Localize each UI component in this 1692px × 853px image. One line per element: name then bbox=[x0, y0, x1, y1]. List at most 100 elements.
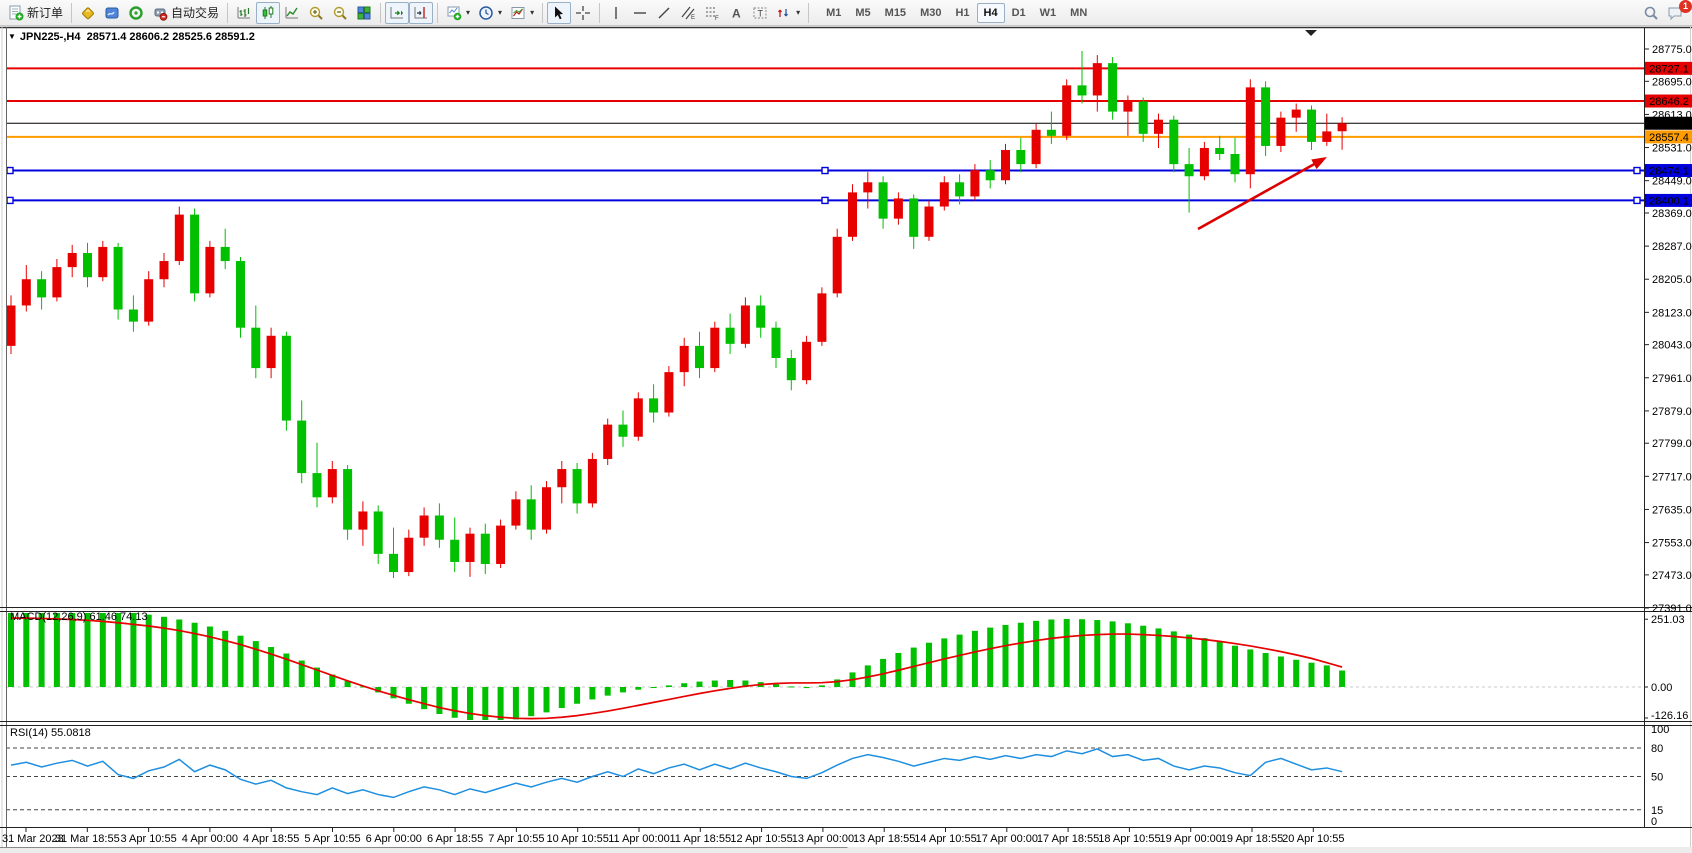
text-button[interactable]: A bbox=[724, 2, 748, 24]
periods-button[interactable]: ▾ bbox=[474, 2, 506, 24]
line-selection-handle[interactable] bbox=[6, 196, 14, 205]
time-axis[interactable] bbox=[25, 828, 1314, 832]
macd-histogram-bar bbox=[237, 635, 244, 687]
price-tick-label: 27391.0 bbox=[1652, 603, 1692, 615]
price-tick-label: 27473.0 bbox=[1652, 570, 1692, 582]
time-axis-label: 11 Apr 00:00 bbox=[608, 833, 670, 845]
macd-histogram-bar bbox=[84, 613, 91, 687]
autotrading-button[interactable]: 自动交易 bbox=[148, 2, 223, 24]
templates-button[interactable]: ▾ bbox=[506, 2, 538, 24]
candle-body bbox=[21, 279, 31, 306]
timeframe-button-mn[interactable]: MN bbox=[1070, 6, 1088, 19]
candle-body bbox=[496, 525, 506, 564]
arrows-button[interactable]: ▾ bbox=[772, 2, 804, 24]
trendline-button[interactable] bbox=[652, 2, 676, 24]
line-selection-handle[interactable] bbox=[1633, 166, 1641, 175]
chart-background bbox=[0, 26, 1692, 853]
price-tick-label: 27717.0 bbox=[1652, 471, 1692, 483]
timeframe-button-m5[interactable]: M5 bbox=[855, 6, 871, 19]
candle-body bbox=[710, 327, 720, 369]
candle-body bbox=[649, 398, 659, 413]
zoom-in-button[interactable] bbox=[304, 2, 328, 24]
time-axis-label: 12 Apr 10:55 bbox=[730, 833, 792, 845]
bar-chart-button[interactable] bbox=[232, 2, 256, 24]
candlestick-chart-button[interactable] bbox=[256, 1, 281, 24]
tile-windows-icon bbox=[357, 6, 371, 19]
timeframe-button-h1[interactable]: H1 bbox=[955, 6, 970, 19]
candle-body bbox=[664, 372, 674, 413]
macd-histogram-bar bbox=[512, 687, 519, 720]
autotrading-label: 自动交易 bbox=[171, 6, 220, 20]
terminal-button[interactable] bbox=[124, 2, 148, 24]
timeframe-button-h4[interactable]: H4 bbox=[976, 2, 1005, 23]
text-label-icon: T bbox=[753, 7, 767, 18]
market-watch-button[interactable] bbox=[76, 2, 100, 24]
trend-arrow[interactable] bbox=[1197, 159, 1321, 231]
candle-body bbox=[1001, 149, 1010, 181]
time-axis-label: 20 Apr 10:55 bbox=[1282, 833, 1344, 845]
candle-body bbox=[113, 246, 123, 310]
chart-shift-marker[interactable] bbox=[1305, 30, 1317, 36]
candle-body bbox=[771, 327, 781, 358]
navigator-button[interactable] bbox=[100, 2, 124, 24]
time-axis-label: 7 Apr 10:55 bbox=[488, 833, 544, 845]
search-button[interactable] bbox=[1639, 2, 1663, 24]
cursor-button[interactable] bbox=[547, 1, 572, 24]
line-selection-handle[interactable] bbox=[1633, 196, 1641, 205]
toolbar-separator bbox=[380, 2, 382, 23]
chart-shift-button[interactable] bbox=[409, 1, 434, 24]
horizontal-line-button[interactable] bbox=[628, 2, 652, 24]
price-tag-28727.1 bbox=[1645, 61, 1692, 75]
rsi-scale-label: 15 bbox=[1651, 805, 1663, 817]
chart-shift-icon bbox=[414, 6, 428, 18]
candle-body bbox=[848, 192, 857, 237]
tile-windows-button[interactable] bbox=[352, 2, 376, 24]
candle-body bbox=[939, 182, 949, 207]
indicators-button[interactable]: ▾ bbox=[442, 2, 474, 24]
line-selection-handle[interactable] bbox=[821, 196, 829, 205]
macd-histogram-bar bbox=[176, 619, 183, 687]
timeframe-button-m30[interactable]: M30 bbox=[920, 6, 942, 19]
timeframe-button-d1[interactable]: D1 bbox=[1011, 6, 1026, 19]
line-chart-button[interactable] bbox=[280, 2, 304, 24]
macd-histogram-bar bbox=[742, 680, 749, 687]
candle-body bbox=[1276, 117, 1286, 146]
line-selection-handle[interactable] bbox=[821, 166, 829, 175]
zoom-out-button[interactable] bbox=[328, 2, 352, 24]
candle-body bbox=[1031, 129, 1041, 165]
macd-histogram-bar bbox=[1277, 656, 1284, 687]
timeframe-button-m1[interactable]: M1 bbox=[826, 6, 842, 19]
crosshair-button[interactable] bbox=[571, 2, 595, 24]
candle-body bbox=[1123, 101, 1133, 112]
fibonacci-button[interactable]: F bbox=[700, 2, 724, 24]
macd-histogram-bar bbox=[1232, 645, 1238, 687]
line-selection-handle[interactable] bbox=[6, 166, 14, 175]
crosshair-icon bbox=[576, 5, 591, 20]
vertical-line-button[interactable] bbox=[604, 2, 628, 24]
new-order-button[interactable]: 新订单 bbox=[4, 2, 67, 24]
price-tick-label: 27635.0 bbox=[1652, 504, 1692, 516]
candle-body bbox=[465, 533, 475, 562]
notifications-button[interactable]: 1 bbox=[1663, 0, 1692, 24]
auto-scroll-button[interactable] bbox=[385, 1, 410, 24]
candle-body bbox=[128, 309, 138, 322]
candle-body bbox=[878, 182, 888, 219]
text-label-button[interactable]: T bbox=[748, 2, 772, 24]
rsi-line bbox=[10, 748, 1343, 799]
candle-body bbox=[67, 252, 77, 268]
timeframe-button-w1[interactable]: W1 bbox=[1039, 6, 1057, 19]
candle-body bbox=[205, 246, 215, 294]
time-axis-label: 13 Apr 18:55 bbox=[853, 833, 915, 845]
macd-histogram-bar bbox=[191, 622, 198, 687]
price-tag-28474.1 bbox=[1645, 164, 1692, 178]
macd-histogram-bar bbox=[926, 642, 932, 687]
price-axis bbox=[1644, 48, 1692, 609]
timeframe-button-m15[interactable]: M15 bbox=[884, 6, 907, 19]
fibonacci-icon: F bbox=[706, 7, 719, 21]
time-axis-label: 3 Apr 10:55 bbox=[120, 833, 176, 845]
candle-body bbox=[633, 398, 643, 437]
candle-body bbox=[1108, 63, 1118, 112]
collapse-arrow-icon[interactable]: ▼ bbox=[8, 32, 16, 41]
equidistant-channel-button[interactable]: E bbox=[676, 2, 700, 24]
